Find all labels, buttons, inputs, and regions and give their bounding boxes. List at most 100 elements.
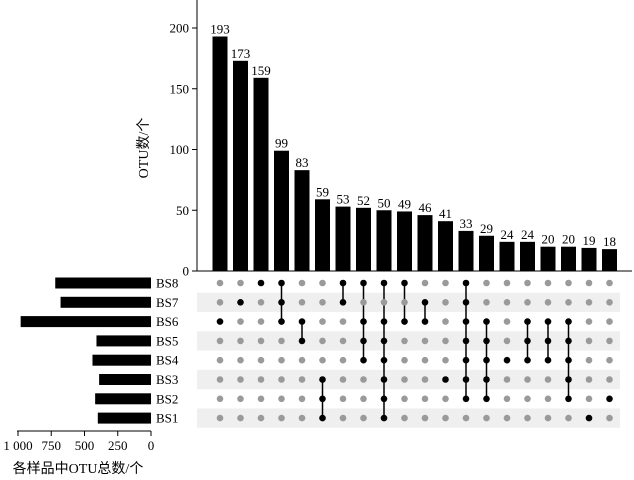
intersection-bar-label-7: 53 (337, 192, 350, 207)
matrix-dot-9-bs1 (380, 414, 388, 422)
matrix-dot-19-bs4 (585, 356, 593, 364)
matrix-dot-13-bs3 (462, 376, 470, 383)
set-x-tick-label: 750 (42, 438, 62, 453)
matrix-dot-2-bs8 (237, 279, 244, 287)
matrix-dot-5-bs2 (298, 395, 306, 403)
set-bar-bs5 (96, 335, 151, 347)
matrix-dot-17-bs7 (544, 299, 552, 306)
matrix-dot-3-bs1 (257, 414, 265, 422)
intersection-bar-label-11: 46 (419, 200, 433, 215)
matrix-dot-9-bs4 (380, 356, 388, 364)
matrix-dot-17-bs8 (544, 279, 552, 287)
matrix-dot-4-bs3 (278, 376, 285, 383)
matrix-dot-3-bs6 (257, 318, 265, 325)
matrix-dot-8-bs8 (360, 279, 367, 287)
intersection-bar-5 (294, 170, 310, 271)
set-bar-bs2 (95, 393, 151, 405)
intersection-bar-label-12: 41 (439, 206, 452, 221)
matrix-dot-18-bs7 (565, 299, 572, 306)
matrix-dot-16-bs5 (524, 337, 531, 345)
matrix-dot-10-bs4 (401, 356, 408, 364)
matrix-dot-6-bs8 (319, 279, 326, 287)
matrix-dot-20-bs4 (606, 356, 613, 364)
matrix-dot-17-bs6 (544, 318, 552, 325)
matrix-dot-15-bs1 (503, 414, 511, 422)
intersection-bar-label-16: 24 (521, 227, 535, 242)
matrix-dot-18-bs2 (565, 395, 572, 403)
set-labels: BS8 BS7 BS6 BS5 BS4 BS3 BS2 BS1 (156, 276, 179, 426)
matrix-dot-10-bs7 (401, 299, 408, 306)
matrix-dot-10-bs8 (401, 279, 408, 287)
matrix-dot-14-bs2 (483, 395, 490, 403)
matrix-dot-12-bs2 (442, 395, 449, 403)
matrix-dot-17-bs2 (544, 395, 552, 403)
matrix-dot-8-bs5 (360, 337, 367, 345)
matrix-dot-1-bs2 (216, 395, 224, 403)
intersection-bar-2 (233, 60, 248, 272)
matrix-dot-14-bs6 (483, 318, 490, 325)
matrix-dot-14-bs5 (483, 337, 490, 345)
matrix-dot-17-bs1 (544, 414, 552, 422)
intersection-bar-label-13: 33 (460, 216, 473, 231)
set-label-bs8: BS8 (156, 276, 178, 291)
matrix-dot-18-bs5 (565, 337, 572, 345)
matrix-dot-8-bs6 (360, 318, 367, 325)
set-label-bs6: BS6 (156, 314, 179, 329)
matrix-dot-19-bs1 (585, 414, 593, 422)
matrix-dot-1-bs4 (216, 356, 224, 364)
matrix-dot-13-bs2 (462, 395, 470, 403)
matrix-dot-3-bs5 (257, 337, 265, 345)
set-label-bs2: BS2 (156, 391, 178, 406)
matrix-dot-11-bs4 (421, 356, 429, 364)
set-x-tick-label: 500 (75, 438, 95, 453)
intersection-bar-14 (479, 235, 494, 271)
matrix-dot-14-bs1 (483, 414, 490, 422)
matrix-dot-8-bs2 (360, 395, 367, 403)
intersection-bars (212, 36, 617, 272)
matrix-dot-2-bs1 (237, 414, 244, 422)
matrix-dot-19-bs6 (585, 318, 593, 325)
matrix-dot-15-bs5 (503, 337, 511, 345)
matrix-dot-15-bs7 (503, 299, 511, 306)
matrix-dot-12-bs8 (442, 279, 449, 287)
matrix-dot-15-bs4 (503, 356, 511, 364)
matrix-dot-14-bs7 (483, 299, 490, 306)
intersection-bar-1 (212, 36, 228, 271)
intersection-bar-13 (458, 230, 474, 271)
matrix-dot-5-bs3 (298, 376, 306, 383)
matrix-dot-7-bs7 (339, 299, 347, 306)
matrix-dot-4-bs2 (278, 395, 285, 403)
intersection-bar-7 (335, 206, 351, 271)
intersection-bar-6 (315, 199, 330, 271)
matrix-dot-3-bs2 (257, 395, 265, 403)
matrix-dot-12-bs7 (442, 299, 449, 306)
matrix-dot-19-bs3 (585, 376, 593, 383)
matrix-dot-6-bs7 (319, 299, 326, 306)
matrix-stripe-bs3 (197, 369, 620, 390)
matrix-dot-10-bs5 (401, 337, 408, 345)
matrix-dot-9-bs7 (380, 299, 388, 306)
matrix-dot-8-bs7 (360, 299, 367, 306)
matrix-dot-2-bs4 (237, 356, 244, 364)
matrix-dot-16-bs8 (524, 279, 531, 287)
matrix-dot-16-bs2 (524, 395, 531, 403)
matrix-dot-17-bs5 (544, 337, 552, 345)
matrix-dot-2-bs6 (237, 318, 244, 325)
matrix-dot-1-bs3 (216, 376, 224, 383)
set-size-bars (20, 277, 152, 424)
set-bar-bs8 (55, 277, 151, 289)
matrix-dot-6-bs1 (319, 414, 326, 422)
membership-matrix (216, 279, 613, 422)
matrix-dot-16-bs6 (524, 318, 531, 325)
matrix-dot-13-bs8 (462, 279, 470, 287)
intersection-bar-16 (520, 241, 535, 271)
matrix-dot-3-bs4 (257, 356, 265, 364)
matrix-dot-12-bs3 (442, 376, 449, 383)
set-label-bs4: BS4 (156, 353, 179, 368)
matrix-dot-5-bs6 (298, 318, 306, 325)
y-tick-label: 50 (176, 203, 189, 218)
matrix-dot-3-bs8 (257, 279, 265, 287)
matrix-dot-6-bs4 (319, 356, 326, 364)
matrix-dot-18-bs6 (565, 318, 572, 325)
